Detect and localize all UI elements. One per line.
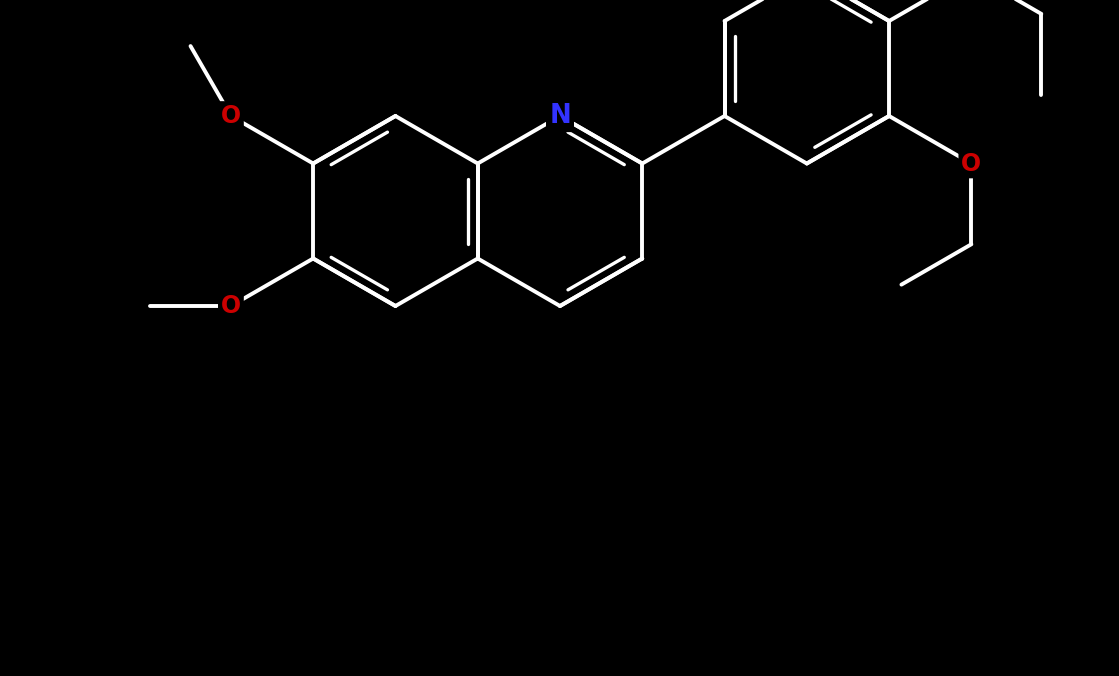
Text: O: O — [220, 294, 241, 318]
Text: O: O — [220, 104, 241, 128]
Text: O: O — [961, 151, 981, 176]
Text: N: N — [549, 103, 571, 129]
